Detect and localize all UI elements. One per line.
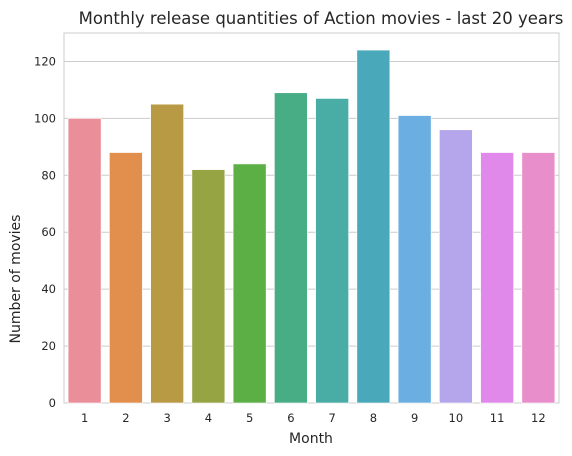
chart-title: Monthly release quantities of Action mov… [79, 9, 564, 28]
bar-month-12 [521, 152, 556, 404]
bar-month-6 [274, 92, 308, 404]
y-tick-label: 40 [41, 282, 56, 296]
x-axis-label: Month [289, 431, 333, 447]
x-tick-label: 4 [205, 411, 212, 425]
plot-area-frame [63, 32, 560, 404]
x-tick-label: 11 [490, 411, 505, 425]
x-tick-label: 12 [531, 411, 546, 425]
bar-month-2 [109, 152, 143, 404]
y-tick-label: 60 [41, 225, 56, 239]
bar-month-8 [356, 49, 391, 404]
y-axis-ticks: 0 20 40 60 80 100 120 [34, 54, 56, 410]
y-tick-label: 100 [34, 111, 56, 125]
y-tick-label: 80 [41, 168, 56, 182]
bar-month-5 [232, 163, 267, 404]
y-tick-label: 0 [49, 396, 56, 410]
y-tick-label: 20 [41, 339, 56, 353]
x-tick-label: 1 [81, 411, 88, 425]
bar-month-11 [480, 152, 514, 404]
bar-month-1 [67, 118, 102, 404]
x-axis-ticks: 1 2 3 4 5 6 7 8 9 10 11 12 [81, 411, 546, 425]
bar-month-9 [397, 115, 432, 404]
x-tick-label: 9 [411, 411, 418, 425]
bar-month-4 [191, 169, 226, 404]
x-tick-label: 2 [122, 411, 129, 425]
x-tick-label: 10 [449, 411, 464, 425]
x-tick-label: 5 [246, 411, 253, 425]
gridlines [64, 60, 559, 404]
x-tick-label: 8 [370, 411, 377, 425]
y-tick-label: 120 [34, 54, 56, 68]
y-axis-label: Number of movies [8, 215, 24, 344]
bar-month-10 [439, 129, 473, 404]
bars [67, 49, 556, 404]
bar-month-3 [150, 103, 184, 404]
bar-month-7 [315, 98, 349, 404]
x-tick-label: 6 [287, 411, 294, 425]
x-tick-label: 7 [328, 411, 335, 425]
x-tick-label: 3 [163, 411, 170, 425]
